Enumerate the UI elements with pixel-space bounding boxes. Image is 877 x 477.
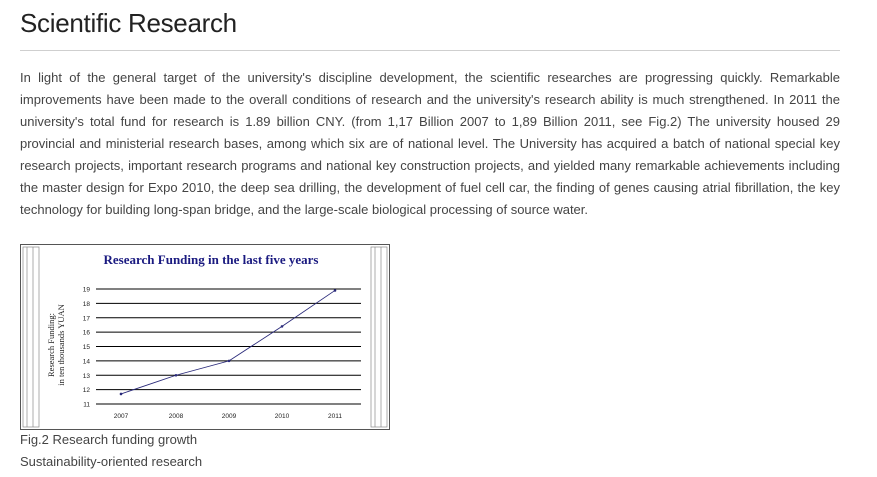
section-subheading: Sustainability-oriented research	[20, 454, 203, 469]
y-tick-label: 19	[83, 287, 91, 294]
data-point	[333, 289, 337, 292]
series-points	[119, 289, 337, 396]
y-tick-label: 16	[83, 330, 91, 337]
x-tick-label: 2009	[222, 413, 237, 420]
chart-x-ticks: 2007 2008 2009 2010 2011	[114, 413, 343, 420]
x-tick-label: 2007	[114, 413, 129, 420]
y-tick-label: 15	[83, 344, 91, 351]
y-tick-label: 13	[83, 373, 91, 380]
x-tick-label: 2010	[275, 413, 290, 420]
y-axis-label-line1: Research Funding:	[46, 313, 56, 377]
title-divider	[20, 50, 840, 51]
data-point	[280, 325, 284, 328]
x-tick-label: 2011	[328, 413, 342, 420]
page-title: Scientific Research	[20, 8, 237, 38]
chart-title: Research Funding in the last five years	[104, 252, 319, 267]
y-axis-label-line2: in ten thousands YUAN	[56, 304, 66, 386]
y-tick-label: 18	[83, 301, 91, 308]
x-tick-label: 2008	[169, 413, 184, 420]
y-tick-label: 12	[83, 387, 91, 394]
data-point	[227, 359, 231, 363]
y-tick-label: 11	[83, 402, 90, 409]
chart-left-border-strip	[22, 246, 40, 428]
chart-gridlines	[96, 288, 361, 405]
series-line	[120, 290, 336, 395]
research-paragraph: In light of the general target of the un…	[20, 70, 840, 217]
chart-y-ticks: 11 12 13 14 15 16 17 18 19	[83, 287, 91, 409]
y-tick-label: 17	[83, 315, 91, 322]
y-tick-label: 14	[83, 358, 91, 365]
research-funding-chart: Research Funding in the last five years …	[20, 244, 390, 430]
data-point	[119, 392, 123, 396]
chart-right-border-strip	[370, 246, 388, 428]
chart-y-axis-label: Research Funding: in ten thousands YUAN	[46, 304, 66, 386]
figure-caption: Fig.2 Research funding growth	[20, 432, 198, 447]
data-point	[174, 373, 178, 377]
